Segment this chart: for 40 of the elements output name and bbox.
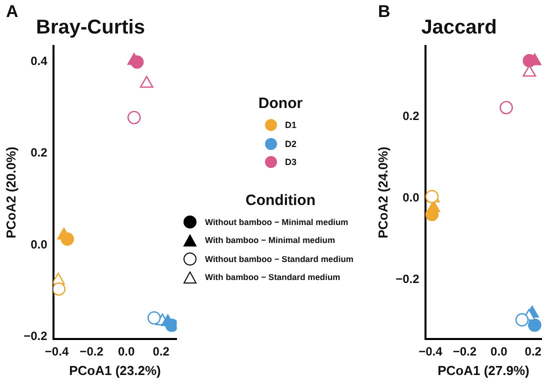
y-tick-label: −0.2 — [396, 272, 420, 286]
x-tick-label: −0.4 — [44, 344, 69, 359]
y-tick-label: −0.2 — [24, 329, 48, 344]
legend-title: Donor — [257, 95, 304, 112]
text: Without bamboo − Standard medium — [205, 254, 354, 264]
point — [127, 110, 141, 124]
x-tick-label: 0.0 — [490, 344, 508, 359]
y-tick-label: 0.2 — [402, 108, 420, 123]
x-tick-label: 0.0 — [118, 344, 135, 359]
y-tick-label: 0.4 — [30, 54, 48, 68]
y-tick-label: 0.2 — [30, 146, 48, 160]
legend-label: D3 — [285, 157, 297, 168]
y-axis-title: PCoA2 (24.0%) — [375, 146, 390, 238]
point — [147, 311, 161, 325]
point — [140, 76, 154, 88]
text: Condition — [246, 192, 316, 208]
point — [53, 272, 65, 284]
text: With bamboo − Standard medium — [205, 272, 340, 282]
text: Without bamboo − Minimal medium — [205, 216, 348, 227]
chart-title: Jaccard — [421, 16, 497, 39]
text: A — [6, 2, 18, 22]
legend-label: D1 — [285, 120, 297, 130]
y-tick-label: 0.0 — [30, 237, 48, 252]
x-tick-label: −0.2 — [80, 344, 104, 359]
point — [130, 55, 144, 69]
x-axis-title: PCoA1 (27.9%) — [438, 362, 530, 378]
chart-title: Bray-Curtis — [36, 16, 145, 39]
legend-label: D2 — [285, 138, 297, 149]
x-tick-label: −0.4 — [418, 344, 443, 359]
y-tick-label: 0.0 — [402, 190, 420, 205]
x-tick-label: −0.2 — [452, 344, 477, 359]
y-axis-title: PCoA2 (20.0%) — [3, 146, 18, 238]
text: With bamboo − Minimal medium — [205, 235, 336, 246]
point — [60, 232, 74, 246]
point — [165, 318, 177, 332]
point — [53, 282, 66, 296]
x-tick-label: 0.2 — [152, 344, 170, 359]
text: B — [378, 2, 390, 22]
x-tick-label: 0.2 — [524, 344, 542, 359]
x-axis-title: PCoA1 (23.2%) — [69, 362, 161, 378]
